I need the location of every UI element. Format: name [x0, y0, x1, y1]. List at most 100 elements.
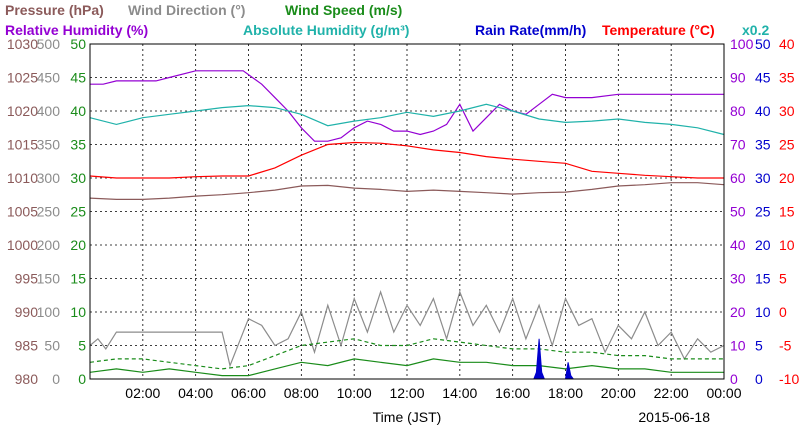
tick-label-wind-direction: 150	[37, 271, 61, 287]
tick-label-wind-speed: 30	[70, 170, 86, 186]
tick-label-humidity: 70	[730, 137, 746, 153]
tick-label-rain-rate: 30	[755, 170, 771, 186]
series-wind-gust-m-s	[89, 338, 724, 370]
tick-label-time: 16:00	[495, 385, 530, 401]
tick-label-wind-direction: 250	[37, 204, 61, 220]
tick-label-pressure: 1030	[7, 36, 38, 52]
tick-label-wind-direction: 300	[37, 170, 61, 186]
tick-label-rain-rate: 50	[755, 36, 771, 52]
tick-label-temperature: -5	[779, 338, 792, 354]
tick-label-temperature: -10	[779, 371, 799, 387]
tick-label-wind-speed: 40	[70, 103, 86, 119]
tick-label-wind-speed: 35	[70, 137, 86, 153]
tick-label-temperature: 20	[779, 170, 795, 186]
tick-label-temperature: 10	[779, 237, 795, 253]
tick-label-temperature: 5	[779, 271, 787, 287]
tick-label-time: 08:00	[284, 385, 319, 401]
tick-label-wind-speed: 25	[70, 204, 86, 220]
tick-label-humidity: 30	[730, 271, 746, 287]
tick-label-wind-direction: 500	[37, 36, 61, 52]
tick-label-wind-direction: 0	[52, 371, 60, 387]
tick-label-pressure: 1025	[7, 70, 38, 86]
tick-label-rain-rate: 5	[755, 338, 763, 354]
tick-label-time: 02:00	[125, 385, 160, 401]
tick-label-humidity: 10	[730, 338, 746, 354]
tick-label-time: 00:00	[706, 385, 741, 401]
tick-label-wind-direction: 50	[44, 338, 60, 354]
tick-label-humidity: 40	[730, 237, 746, 253]
legend-rain-rate: Rain Rate(mm/h)	[475, 22, 586, 38]
tick-label-humidity: 100	[730, 36, 754, 52]
tick-label-time: 14:00	[442, 385, 477, 401]
tick-label-humidity: 90	[730, 70, 746, 86]
tick-label-rain-rate: 10	[755, 304, 771, 320]
tick-label-pressure: 1000	[7, 237, 38, 253]
tick-label-wind-speed: 50	[70, 36, 86, 52]
series-pressure-hpa	[89, 182, 725, 200]
tick-label-temperature: 40	[779, 36, 795, 52]
tick-label-rain-rate: 35	[755, 137, 771, 153]
series-absolute-humidity-g-m	[89, 103, 725, 136]
tick-label-wind-direction: 100	[37, 304, 61, 320]
legend: Pressure (hPa) Wind Direction (°) Wind S…	[5, 2, 769, 38]
tick-label-rain-rate: 25	[755, 204, 771, 220]
tick-label-wind-speed: 15	[70, 271, 86, 287]
chart-date: 2015-06-18	[638, 409, 710, 425]
series-relative-humidity	[90, 70, 724, 142]
tick-label-pressure: 985	[15, 338, 39, 354]
tick-label-wind-direction: 450	[37, 70, 61, 86]
tick-label-time: 04:00	[178, 385, 213, 401]
tick-label-rain-rate: 45	[755, 70, 771, 86]
tick-label-time: 10:00	[337, 385, 372, 401]
tick-label-temperature: 25	[779, 137, 795, 153]
tick-label-wind-speed: 20	[70, 237, 86, 253]
legend-absolute-humidity: Absolute Humidity (g/m³)	[243, 22, 409, 38]
legend-temperature: Temperature (°C)	[602, 22, 715, 38]
tick-label-time: 06:00	[231, 385, 266, 401]
tick-label-temperature: 35	[779, 70, 795, 86]
tick-label-wind-direction: 200	[37, 237, 61, 253]
tick-label-pressure: 1015	[7, 137, 38, 153]
tick-label-temperature: 30	[779, 103, 795, 119]
series-temperature-c	[89, 141, 724, 179]
tick-label-rain-rate: 20	[755, 237, 771, 253]
series-wind-direction	[89, 289, 725, 368]
legend-wind-direction: Wind Direction (°)	[128, 2, 245, 18]
tick-label-pressure: 1010	[7, 170, 38, 186]
tick-label-pressure: 1020	[7, 103, 38, 119]
tick-label-rain-rate: 0	[755, 371, 763, 387]
tick-label-pressure: 995	[15, 271, 39, 287]
tick-label-wind-direction: 400	[37, 103, 61, 119]
tick-label-humidity: 60	[730, 170, 746, 186]
tick-label-pressure: 990	[15, 304, 39, 320]
x-axis-label: Time (JST)	[373, 409, 442, 425]
tick-label-time: 20:00	[601, 385, 636, 401]
legend-wind-speed: Wind Speed (m/s)	[285, 2, 402, 18]
tick-label-humidity: 20	[730, 304, 746, 320]
tick-label-wind-speed: 10	[70, 304, 86, 320]
abs-humidity-scale-note: x0.2	[742, 22, 769, 38]
tick-label-rain-rate: 15	[755, 271, 771, 287]
series-wind-speed-m-s	[89, 358, 724, 377]
legend-relative-humidity: Relative Humidity (%)	[5, 22, 148, 38]
tick-label-pressure: 1005	[7, 204, 38, 220]
tick-label-wind-speed: 45	[70, 70, 86, 86]
tick-label-wind-direction: 350	[37, 137, 61, 153]
tick-label-humidity: 50	[730, 204, 746, 220]
plot-frame	[89, 43, 725, 380]
tick-label-wind-speed: 5	[78, 338, 86, 354]
tick-label-temperature: 15	[779, 204, 795, 220]
legend-pressure: Pressure (hPa)	[5, 2, 104, 18]
tick-label-temperature: 0	[779, 304, 787, 320]
tick-label-time: 12:00	[389, 385, 424, 401]
tick-label-wind-speed: 0	[78, 371, 86, 387]
tick-label-humidity: 0	[730, 371, 738, 387]
axis-ticks: 1030102510201015101010051000995990985980…	[7, 36, 800, 401]
tick-label-time: 18:00	[548, 385, 583, 401]
series-group	[89, 70, 725, 380]
tick-label-rain-rate: 40	[755, 103, 771, 119]
tick-label-pressure: 980	[15, 371, 39, 387]
tick-label-humidity: 80	[730, 103, 746, 119]
tick-label-time: 22:00	[654, 385, 689, 401]
